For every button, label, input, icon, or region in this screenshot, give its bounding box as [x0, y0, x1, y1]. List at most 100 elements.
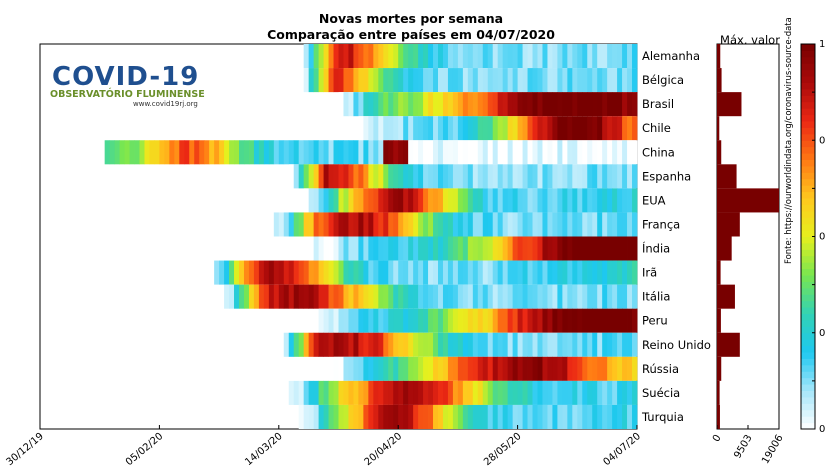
heatmap-cell [607, 44, 613, 69]
heatmap-cell [467, 404, 474, 429]
colorbar-segment [801, 396, 815, 404]
heatmap-cell [607, 332, 613, 357]
max-value-bar [717, 188, 779, 213]
heatmap-cell [333, 332, 339, 357]
heatmap-cell [378, 356, 384, 381]
heatmap-cell [438, 140, 444, 165]
heatmap-cell [542, 308, 548, 333]
colorbar-segment [801, 88, 815, 96]
heatmap-cell [423, 404, 429, 429]
heatmap-cell [348, 308, 354, 333]
heatmap-cell [612, 380, 618, 405]
heatmap-cell [527, 116, 533, 141]
heatmap-cell [343, 284, 349, 309]
heatmap-cell [517, 92, 523, 117]
heatmap-cell [388, 140, 394, 165]
colorbar-segment [801, 390, 815, 398]
heatmap-cell [482, 44, 489, 69]
max-tick-label: 9503 [732, 433, 754, 461]
heatmap-cell [433, 164, 439, 189]
heatmap-cell [522, 284, 528, 309]
heatmap-cell [512, 260, 519, 285]
heatmap-cell [403, 188, 409, 213]
heatmap-cell [487, 68, 494, 93]
heatmap-cell [502, 92, 509, 117]
heatmap-cell [507, 236, 514, 261]
heatmap-cell [303, 404, 310, 429]
heatmap-cell [592, 44, 598, 69]
heatmap-cell [348, 260, 354, 285]
heatmap-cell [482, 332, 489, 357]
heatmap-cell [403, 284, 409, 309]
heatmap-cell [567, 236, 573, 261]
heatmap-cell [607, 140, 613, 165]
heatmap-cell [627, 140, 633, 165]
heatmap-cell [592, 140, 598, 165]
heatmap-cell [597, 260, 603, 285]
heatmap-cell [278, 260, 285, 285]
heatmap-cell [527, 284, 533, 309]
heatmap-cell [527, 356, 533, 381]
heatmap-cell [323, 212, 329, 237]
heatmap-cell [537, 260, 543, 285]
heatmap-cell [403, 308, 409, 333]
heatmap-cell [318, 332, 324, 357]
heatmap-cell [452, 212, 459, 237]
heatmap-cell [482, 260, 489, 285]
heatmap-cell [438, 284, 444, 309]
heatmap-cell [517, 284, 523, 309]
colorbar-segment [801, 403, 815, 411]
heatmap-cell [582, 92, 588, 117]
colorbar-segment [801, 146, 815, 154]
heatmap-cell [383, 260, 389, 285]
heatmap-cell [333, 68, 339, 93]
heatmap-cell [338, 92, 344, 117]
heatmap-cell [447, 116, 454, 141]
heatmap-cell [627, 404, 633, 429]
heatmap-cell [333, 380, 339, 405]
heatmap-cell [517, 164, 523, 189]
heatmap-cell [577, 260, 583, 285]
heatmap-cell [562, 164, 568, 189]
heatmap-cell [433, 140, 439, 165]
heatmap-cell [408, 260, 414, 285]
heatmap-cell [403, 212, 409, 237]
heatmap-cell [383, 92, 389, 117]
heatmap-cell [487, 356, 494, 381]
heatmap-cell [209, 140, 215, 165]
heatmap-cell [442, 332, 449, 357]
heatmap-cell [552, 164, 558, 189]
heatmap-cell [413, 44, 419, 69]
heatmap-cell [393, 140, 399, 165]
heatmap-cell [378, 404, 384, 429]
heatmap-cell [462, 164, 469, 189]
heatmap-cell [562, 284, 568, 309]
heatmap-cell [517, 380, 523, 405]
colorbar-segment [801, 345, 815, 353]
heatmap-cell [338, 404, 344, 429]
heatmap-cell [507, 164, 514, 189]
heatmap-cell [567, 44, 573, 69]
heatmap-cell [428, 308, 434, 333]
heatmap-cell [174, 140, 180, 165]
heatmap-cell [408, 212, 414, 237]
heatmap-cell [467, 116, 474, 141]
heatmap-cell [542, 164, 548, 189]
heatmap-cell [552, 332, 558, 357]
heatmap-cell [622, 284, 628, 309]
heatmap-cell [328, 284, 334, 309]
heatmap-cell [308, 404, 315, 429]
heatmap-cell [303, 68, 310, 93]
heatmap-cell [542, 44, 548, 69]
heatmap-cell [328, 140, 334, 165]
heatmap-cell [567, 68, 573, 93]
heatmap-cell [303, 188, 310, 213]
max-tick-label: 19006 [760, 433, 785, 466]
heatmap-cell [607, 164, 613, 189]
heatmap-cell [378, 116, 384, 141]
heatmap-cell [552, 260, 558, 285]
heatmap-cell [602, 92, 608, 117]
heatmap-cell [572, 140, 578, 165]
heatmap-cell [532, 116, 538, 141]
heatmap-cell [353, 68, 359, 93]
